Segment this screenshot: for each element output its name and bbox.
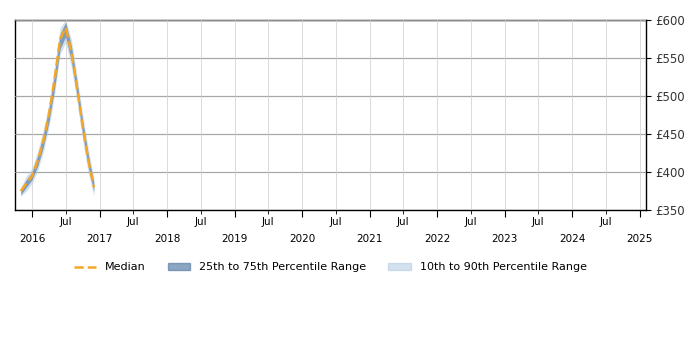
- Legend: Median, 25th to 75th Percentile Range, 10th to 90th Percentile Range: Median, 25th to 75th Percentile Range, 1…: [69, 258, 591, 277]
